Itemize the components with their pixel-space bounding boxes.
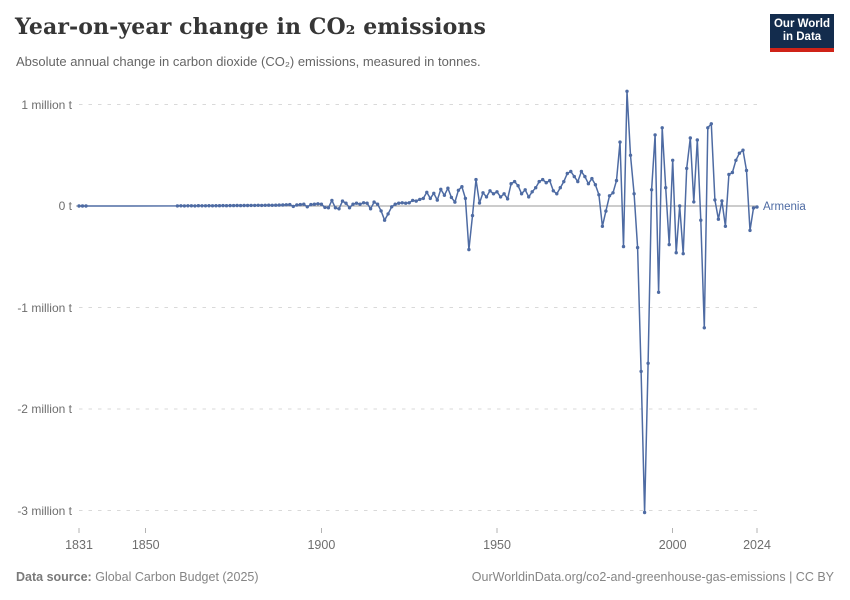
y-axis-tick-label: -2 million t	[17, 402, 72, 416]
y-axis-tick-label: 1 million t	[21, 97, 72, 112]
data-source: Data source: Global Carbon Budget (2025)	[16, 570, 259, 584]
x-axis-tick-label: 1831	[65, 538, 93, 552]
y-axis-tick-label: -1 million t	[17, 300, 72, 315]
y-axis-tick-label: 0 t	[58, 199, 72, 213]
footer-link[interactable]: OurWorldinData.org/co2-and-greenhouse-ga…	[471, 570, 834, 584]
owid-logo-line2: in Data	[782, 31, 822, 43]
page-title: Year-on-year change in CO₂ emissions	[15, 14, 486, 40]
data-source-text: Global Carbon Budget (2025)	[95, 570, 259, 584]
chart-footer: Data source: Global Carbon Budget (2025)…	[16, 567, 834, 587]
page-subtitle: Absolute annual change in carbon dioxide…	[16, 54, 481, 69]
x-axis-tick-label: 2000	[658, 538, 687, 552]
x-axis-tick-label: 1950	[483, 538, 511, 552]
x-axis-tick-label: 1850	[131, 538, 160, 552]
owid-logo-line1: Our World	[773, 18, 830, 30]
x-axis-tick-label: 1900	[307, 538, 336, 552]
x-axis-tick-label: 2024	[743, 538, 771, 552]
y-axis-tick-label: -3 million t	[17, 503, 72, 518]
series-label-armenia: Armenia	[763, 201, 806, 213]
data-source-label: Data source:	[16, 570, 92, 584]
owid-logo[interactable]: Our World in Data	[770, 14, 834, 52]
